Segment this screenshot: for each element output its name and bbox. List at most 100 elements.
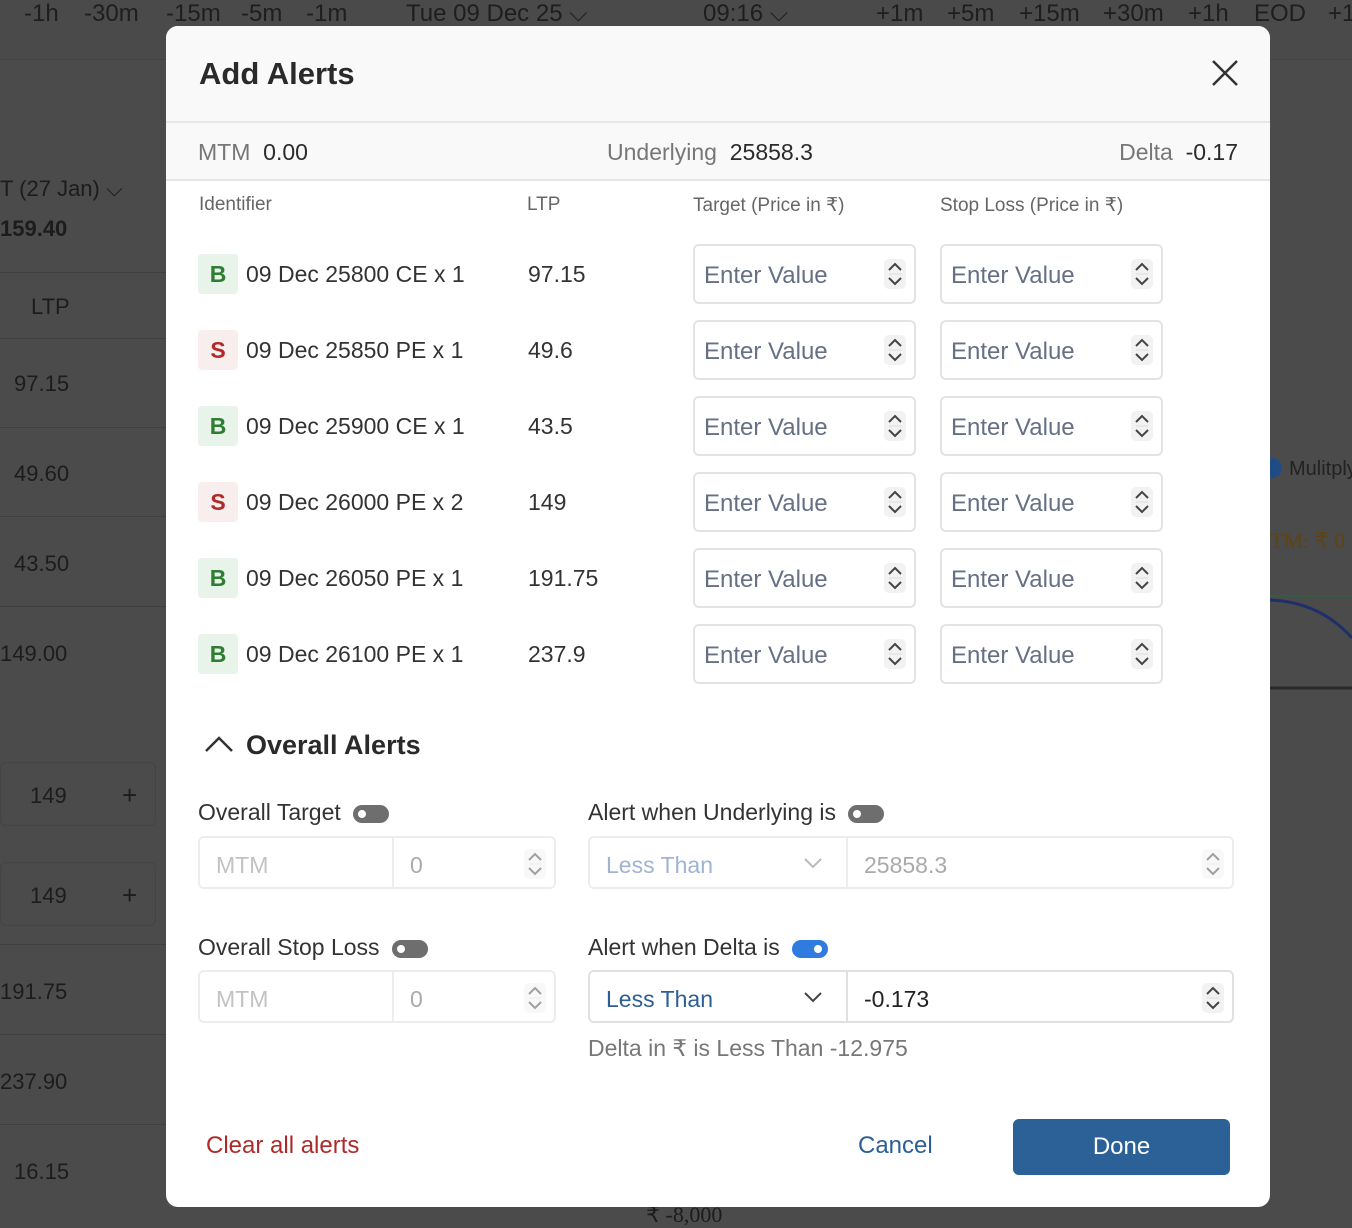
stepper-icon[interactable] (1202, 849, 1224, 879)
underlying-alert-toggle[interactable] (848, 804, 885, 823)
clear-all-alerts-button[interactable]: Clear all alerts (206, 1132, 360, 1159)
radio-icon[interactable] (1268, 458, 1282, 478)
overall-alerts-heading[interactable]: Overall Alerts (246, 730, 421, 760)
stepper-icon[interactable] (1131, 335, 1153, 365)
time-jump-button[interactable]: -1m (306, 0, 348, 27)
delta-condition-select[interactable]: Less Than (606, 986, 713, 1012)
column-header-target: Target (Price in ₹) (693, 195, 845, 216)
underlying-alert-label: Alert when Underlying is (588, 799, 885, 826)
overall-stoploss-type[interactable]: MTM (216, 986, 269, 1012)
stepper-icon[interactable] (884, 259, 906, 289)
ltp-value: 149 (528, 489, 567, 515)
delta-alert-toggle[interactable] (791, 939, 828, 958)
time-jump-button[interactable]: +1m (876, 0, 924, 27)
time-jump-button[interactable]: +15m (1019, 0, 1080, 27)
target-placeholder: Enter Value (704, 414, 828, 441)
bg-qty-stepper[interactable] (0, 862, 156, 926)
side-badge: B (198, 558, 238, 598)
stepper-icon[interactable] (884, 487, 906, 517)
overall-target-type[interactable]: MTM (216, 852, 269, 878)
bg-ltp: 97.15 (14, 371, 70, 396)
stepper-icon[interactable] (884, 335, 906, 365)
stop-loss-input[interactable]: Enter Value (940, 624, 1163, 684)
side-badge: B (198, 254, 238, 294)
stepper-icon[interactable] (524, 849, 546, 879)
underlying-alert-text: Alert when Underlying is (588, 799, 837, 825)
stepper-icon[interactable] (1131, 639, 1153, 669)
position-row: B 09 Dec 26050 PE x 1 191.75 Enter Value… (166, 548, 1270, 608)
stop-loss-placeholder: Enter Value (951, 262, 1075, 289)
underlying-value-input[interactable]: 25858.3 (864, 852, 948, 878)
bg-ltp: 237.90 (0, 1069, 68, 1094)
bg-mtm-label: TM: ₹ 0 (1270, 528, 1346, 553)
plus-icon[interactable]: + (122, 880, 138, 910)
bg-ltp: 191.75 (0, 979, 68, 1004)
time-jump-button[interactable]: -30m (84, 0, 139, 27)
side-badge: S (198, 482, 238, 522)
overall-stoploss-input[interactable]: 0 (410, 986, 423, 1012)
bg-multiply-label: Mulitply (1289, 458, 1352, 480)
date-value: Tue 09 Dec 25 (406, 0, 563, 27)
ltp-value: 191.75 (528, 565, 599, 591)
target-input[interactable]: Enter Value (693, 472, 916, 532)
stepper-icon[interactable] (1202, 983, 1224, 1013)
modal-title: Add Alerts (199, 56, 355, 91)
bg-qty-stepper[interactable] (0, 762, 156, 826)
target-placeholder: Enter Value (704, 262, 828, 289)
stepper-icon[interactable] (1131, 487, 1153, 517)
time-jump-button[interactable]: +1 (1328, 0, 1352, 27)
stop-loss-input[interactable]: Enter Value (940, 472, 1163, 532)
chevron-down-icon (804, 858, 822, 869)
stepper-icon[interactable] (884, 411, 906, 441)
identifier: 09 Dec 25900 CE x 1 (246, 413, 465, 439)
stop-loss-placeholder: Enter Value (951, 566, 1075, 593)
target-input[interactable]: Enter Value (693, 548, 916, 608)
close-icon[interactable] (1210, 58, 1240, 88)
side-badge: B (198, 406, 238, 446)
stepper-icon[interactable] (884, 563, 906, 593)
target-input[interactable]: Enter Value (693, 320, 916, 380)
overall-stoploss-group: MTM 0 (198, 970, 556, 1023)
target-input[interactable]: Enter Value (693, 244, 916, 304)
date-selector[interactable]: Tue 09 Dec 25 ⌵ (406, 0, 588, 27)
delta-alert-text: Alert when Delta is (588, 934, 780, 960)
time-jump-button[interactable]: +5m (947, 0, 995, 27)
cancel-button[interactable]: Cancel (858, 1132, 933, 1159)
stop-loss-input[interactable]: Enter Value (940, 548, 1163, 608)
plus-icon[interactable]: + (122, 780, 138, 810)
underlying-condition-select[interactable]: Less Than (606, 852, 713, 878)
time-jump-button[interactable]: -15m (166, 0, 221, 27)
column-header-stop-loss: Stop Loss (Price in ₹) (940, 195, 1124, 216)
stop-loss-placeholder: Enter Value (951, 642, 1075, 669)
stepper-icon[interactable] (1131, 259, 1153, 289)
time-selector[interactable]: 09:16 ⌵ (703, 0, 788, 27)
overall-target-toggle[interactable] (352, 804, 389, 823)
target-input[interactable]: Enter Value (693, 624, 916, 684)
stop-loss-input[interactable]: Enter Value (940, 244, 1163, 304)
stepper-icon[interactable] (884, 639, 906, 669)
time-jump-button[interactable]: +1h (1188, 0, 1229, 27)
time-jump-button[interactable]: +30m (1103, 0, 1164, 27)
stepper-icon[interactable] (1131, 411, 1153, 441)
overall-target-input[interactable]: 0 (410, 852, 423, 878)
underlying-alert-group: Less Than 25858.3 (588, 836, 1234, 889)
time-jump-button[interactable]: EOD (1254, 0, 1307, 27)
delta-alert-label: Alert when Delta is (588, 934, 828, 961)
bg-ltp: 49.60 (14, 461, 70, 486)
time-jump-button[interactable]: -5m (241, 0, 283, 27)
stepper-icon[interactable] (524, 983, 546, 1013)
stop-loss-input[interactable]: Enter Value (940, 320, 1163, 380)
overall-stoploss-text: Overall Stop Loss (198, 934, 380, 960)
stop-loss-input[interactable]: Enter Value (940, 396, 1163, 456)
expiry-label: T (27 Jan) (0, 176, 100, 201)
identifier: 09 Dec 26000 PE x 2 (246, 489, 464, 515)
time-jump-button[interactable]: -1h (24, 0, 59, 27)
expiry-selector[interactable]: T (27 Jan) ⌵ (0, 176, 123, 201)
chevron-up-icon[interactable] (204, 734, 234, 754)
target-input[interactable]: Enter Value (693, 396, 916, 456)
delta-value-input[interactable]: -0.173 (864, 986, 930, 1012)
position-row: B 09 Dec 25800 CE x 1 97.15 Enter Value … (166, 244, 1270, 304)
done-button[interactable]: Done (1013, 1119, 1230, 1175)
stepper-icon[interactable] (1131, 563, 1153, 593)
overall-stoploss-toggle[interactable] (391, 939, 428, 958)
